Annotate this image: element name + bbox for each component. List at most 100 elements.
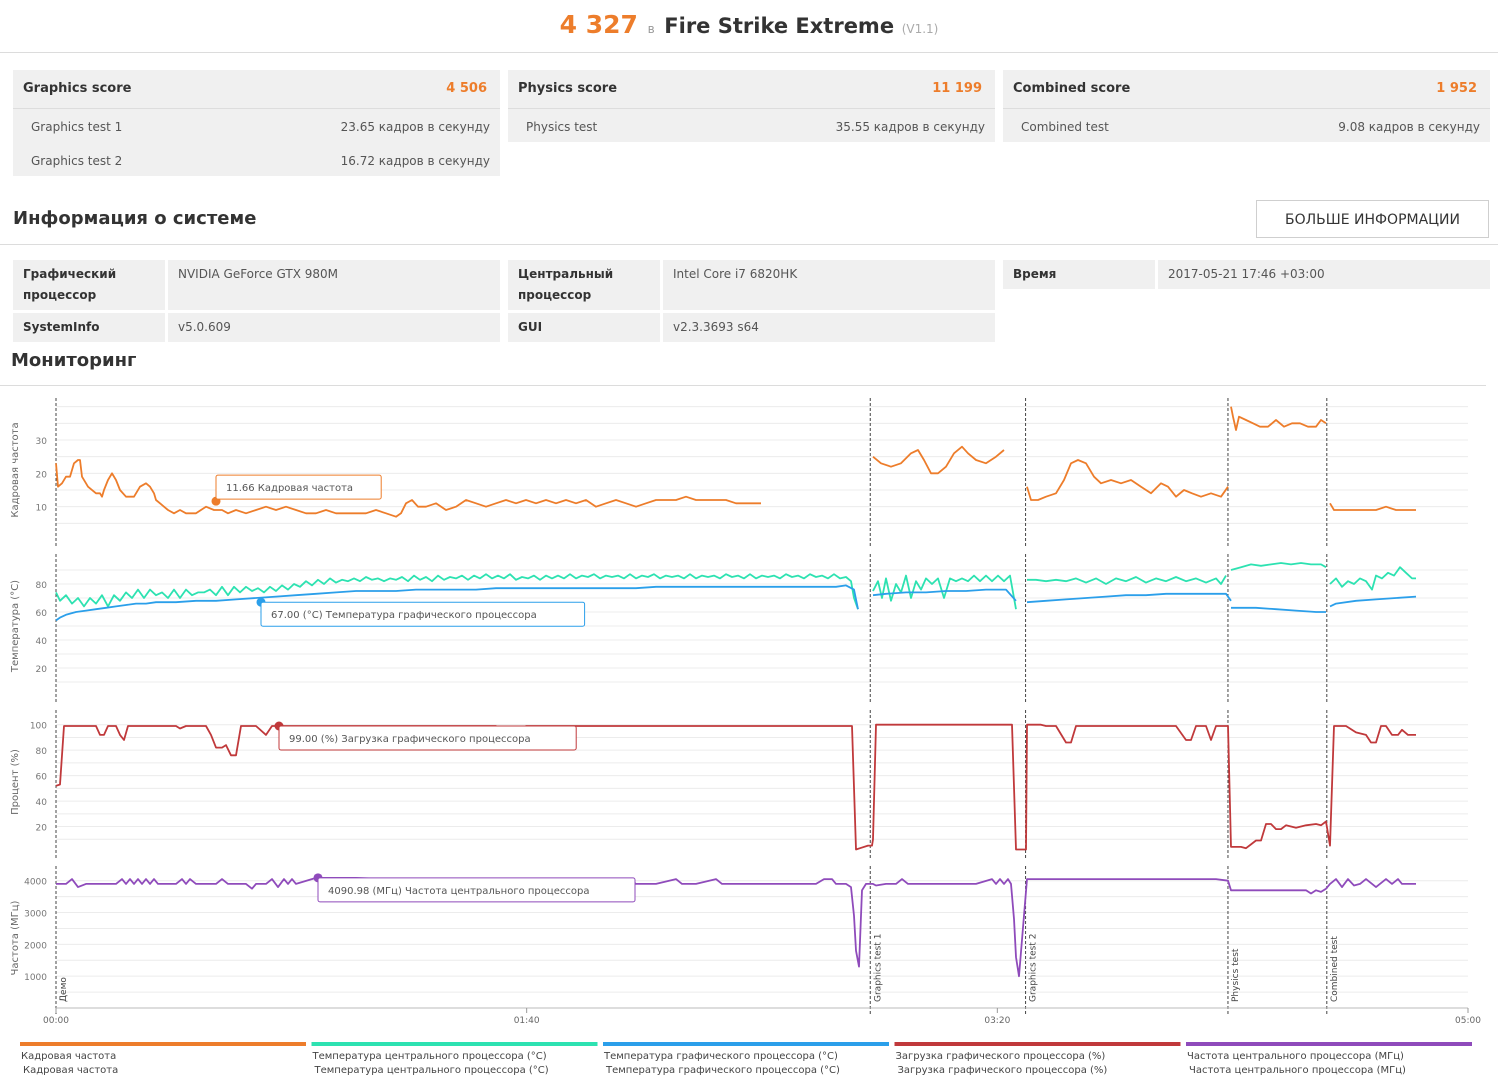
tooltip-text: 11.66 Кадровая частота <box>226 483 353 494</box>
graphics-score-header: Graphics score 4 506 <box>13 70 500 109</box>
series-line <box>55 584 859 622</box>
phase-marker-label: Combined test <box>1330 936 1340 1002</box>
benchmark-version: (V1.1) <box>901 22 939 36</box>
legend-swatch <box>1186 1042 1472 1046</box>
physics-test-fps: 35.55 кадров в секунду <box>835 120 985 134</box>
y-tick-label: 40 <box>36 637 48 647</box>
legend-swatch <box>311 1042 598 1046</box>
series-line <box>1026 592 1232 604</box>
systeminfo-label: SystemInfo <box>13 313 165 342</box>
y-tick-label: 20 <box>36 470 48 480</box>
y-tick-label: 20 <box>36 824 48 834</box>
legend-swatch <box>603 1042 889 1046</box>
series-line <box>1329 502 1416 511</box>
series-line <box>872 588 1017 602</box>
gpu-label: Графический процессор <box>13 260 165 310</box>
series-line <box>55 723 1416 851</box>
x-tick-label: 00:00 <box>43 1016 69 1026</box>
tooltip-box <box>278 725 577 751</box>
gui-value: v2.3.3693 s64 <box>663 313 995 342</box>
legend-label: Температура центрального процессора (°C) <box>312 1051 547 1062</box>
tooltip-box <box>215 474 382 500</box>
series-line <box>1230 562 1327 571</box>
tooltip-text: 4090.98 (МГц) Частота центрального проце… <box>328 886 589 897</box>
cpu-label: Центральный процессор <box>508 260 660 310</box>
score-in-word: в <box>647 22 655 36</box>
y-axis-label: Частота (МГц) <box>10 900 21 975</box>
y-tick-label: 20 <box>36 665 48 675</box>
series-line <box>1329 566 1416 591</box>
combined-score-header: Combined score 1 952 <box>1003 70 1490 109</box>
graphics-score-panel: Graphics score 4 506 Graphics test 1 23.… <box>13 70 500 176</box>
legend-swatch <box>894 1042 1181 1046</box>
physics-score-value: 11 199 <box>932 81 982 96</box>
graphics-test-2-name: Graphics test 2 <box>31 154 123 168</box>
legend-swatch <box>20 1042 306 1046</box>
y-axis-label: Температура (°C) <box>10 580 21 673</box>
graphics-score-value: 4 506 <box>446 81 487 96</box>
tooltip-box <box>317 877 636 903</box>
combined-test-fps: 9.08 кадров в секунду <box>1338 120 1480 134</box>
y-tick-label: 80 <box>36 747 48 757</box>
gpu-value: NVIDIA GeForce GTX 980M <box>168 260 500 310</box>
graphics-test-1-name: Graphics test 1 <box>31 120 123 134</box>
y-tick-label: 10 <box>36 504 48 514</box>
legend-label: Кадровая частота <box>21 1051 116 1062</box>
overall-score: 4 327 <box>559 10 638 39</box>
legend-label: Частота центрального процессора (МГц) <box>1187 1051 1404 1062</box>
series-line <box>1027 575 1227 585</box>
y-tick-label: 80 <box>36 581 48 591</box>
y-axis-label: Процент (%) <box>10 749 21 815</box>
x-tick-label: 03:20 <box>984 1016 1010 1026</box>
physics-score-panel: Physics score 11 199 Physics test 35.55 … <box>508 70 995 142</box>
combined-score-value: 1 952 <box>1436 81 1477 96</box>
y-tick-label: 100 <box>30 722 47 732</box>
more-info-button[interactable]: БОЛЬШЕ ИНФОРМАЦИИ <box>1256 200 1489 238</box>
y-tick-label: 3000 <box>24 910 47 920</box>
series-line <box>56 877 1416 978</box>
combined-score-label: Combined score <box>1013 81 1131 96</box>
monitoring-divider <box>0 385 1486 386</box>
benchmark-name: Fire Strike Extreme <box>664 14 895 38</box>
series-line <box>1231 606 1326 613</box>
graphics-score-label: Graphics score <box>23 81 132 96</box>
y-axis-label: Кадровая частота <box>10 422 21 517</box>
tooltip-text: 99.00 (%) Загрузка графического процессо… <box>289 734 531 745</box>
legend-label-secondary: Температура центрального процессора (°C) <box>314 1065 549 1076</box>
series-line <box>1230 406 1327 431</box>
combined-test-name: Combined test <box>1021 120 1109 134</box>
y-tick-label: 60 <box>36 609 48 619</box>
series-line <box>55 573 859 610</box>
legend-label-secondary: Кадровая частота <box>23 1065 118 1076</box>
graphics-test-1-row: Graphics test 1 23.65 кадров в секунду <box>13 109 500 143</box>
phase-marker-label: Graphics test 1 <box>873 934 883 1002</box>
series-line <box>55 459 761 518</box>
graphics-test-1-fps: 23.65 кадров в секунду <box>340 120 490 134</box>
tooltip-box <box>260 601 586 627</box>
x-tick-label: 05:00 <box>1455 1016 1481 1026</box>
y-tick-label: 4000 <box>24 878 47 888</box>
y-tick-label: 30 <box>36 437 48 447</box>
phase-marker-label: Graphics test 2 <box>1029 934 1039 1002</box>
result-header: 4 327 в Fire Strike Extreme (V1.1) <box>0 0 1498 53</box>
combined-score-panel: Combined score 1 952 Combined test 9.08 … <box>1003 70 1490 142</box>
cpu-value: Intel Core i7 6820HK <box>663 260 995 310</box>
monitoring-chart: 10 20 30 Кадровая частота 11.66 Кадровая час… <box>10 398 1481 1076</box>
y-tick-label: 60 <box>36 773 48 783</box>
physics-score-header: Physics score 11 199 <box>508 70 995 109</box>
y-tick-label: 2000 <box>24 941 47 951</box>
series-line <box>1329 595 1417 608</box>
series-line <box>872 445 1005 475</box>
section-divider <box>0 244 1498 245</box>
legend-label: Температура графического процессора (°C) <box>603 1051 838 1062</box>
y-tick-label: 40 <box>36 798 48 808</box>
series-line <box>1026 459 1229 501</box>
graphics-test-2-row: Graphics test 2 16.72 кадров в секунду <box>13 143 500 177</box>
header-line: 4 327 в Fire Strike Extreme (V1.1) <box>0 10 1498 39</box>
gui-label: GUI <box>508 313 660 342</box>
physics-test-row: Physics test 35.55 кадров в секунду <box>508 109 995 143</box>
graphics-test-2-fps: 16.72 кадров в секунду <box>340 154 490 168</box>
physics-test-name: Physics test <box>526 120 598 134</box>
physics-score-label: Physics score <box>518 81 618 96</box>
combined-test-row: Combined test 9.08 кадров в секунду <box>1003 109 1490 143</box>
